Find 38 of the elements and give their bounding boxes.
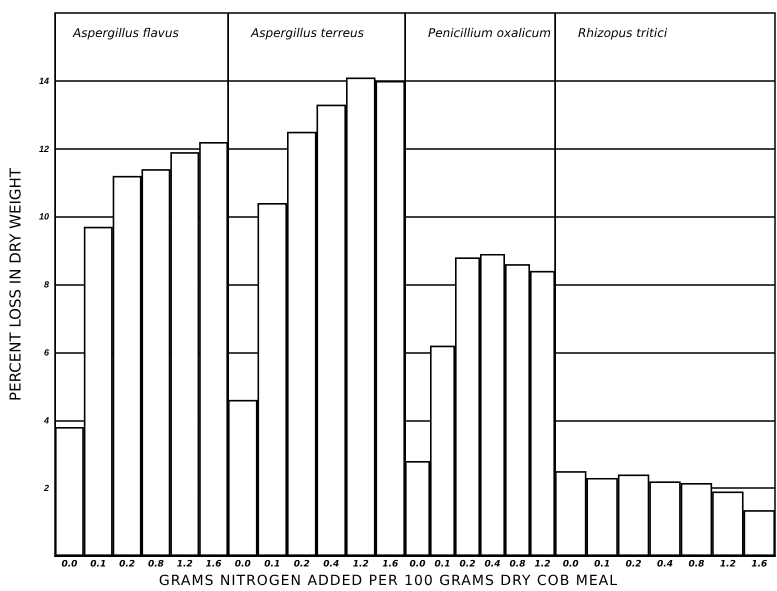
x-tick-label: 0.8 — [148, 560, 164, 570]
x-tick-label: 1.6 — [751, 560, 768, 570]
x-tick-label: 0.2 — [460, 560, 476, 570]
x-tick-label: 0.1 — [594, 560, 610, 570]
y-tick-label: 10 — [38, 212, 49, 222]
y-axis-title: PERCENT LOSS IN DRY WEIGHT — [6, 167, 24, 401]
x-axis-title: GRAMS NITROGEN ADDED PER 100 GRAMS DRY COB MEAL — [158, 573, 620, 589]
y-tick-label: 12 — [38, 144, 49, 154]
x-tick-label: 0.1 — [90, 560, 106, 570]
x-tick-label: 0.4 — [323, 560, 340, 570]
x-tick-label: 1.2 — [176, 560, 193, 570]
x-tick-label: 0.2 — [294, 560, 310, 570]
x-tick-label: 0.0 — [562, 560, 579, 570]
x-tick-label: 0.8 — [688, 560, 704, 570]
x-tick-label: 0.2 — [626, 560, 642, 570]
x-tick-label: 0.4 — [657, 560, 673, 570]
x-tick-label: 0.8 — [510, 560, 526, 570]
x-tick-label: 1.2 — [720, 560, 736, 570]
x-tick-label: 0.0 — [61, 560, 78, 570]
x-tick-label: 0.2 — [119, 560, 136, 570]
x-tick-label: 1.2 — [352, 560, 369, 570]
text: Rhizopus tritici — [578, 26, 668, 40]
x-tick-label: 0.4 — [484, 560, 500, 570]
x-tick-label: 0.0 — [234, 560, 251, 570]
y-tick-label: 6 — [44, 347, 50, 358]
text: Aspergillus flavus — [72, 26, 179, 40]
x-tick-label: 1.6 — [382, 560, 398, 570]
x-tick-label: 0.1 — [264, 560, 280, 570]
x-tick-label: 0.0 — [410, 560, 426, 570]
y-tick-label: 2 — [42, 483, 49, 494]
x-tick-label: 0.1 — [434, 560, 450, 570]
x-tick-label: 1.2 — [534, 560, 550, 570]
y-tick-label: 14 — [38, 76, 49, 86]
x-tick-label: 1.6 — [206, 560, 222, 570]
y-tick-label: 4 — [42, 415, 49, 426]
y-tick-label: 8 — [44, 280, 49, 290]
text: Aspergillus terreus — [250, 26, 364, 40]
text: Penicillium oxalicum — [428, 26, 551, 40]
